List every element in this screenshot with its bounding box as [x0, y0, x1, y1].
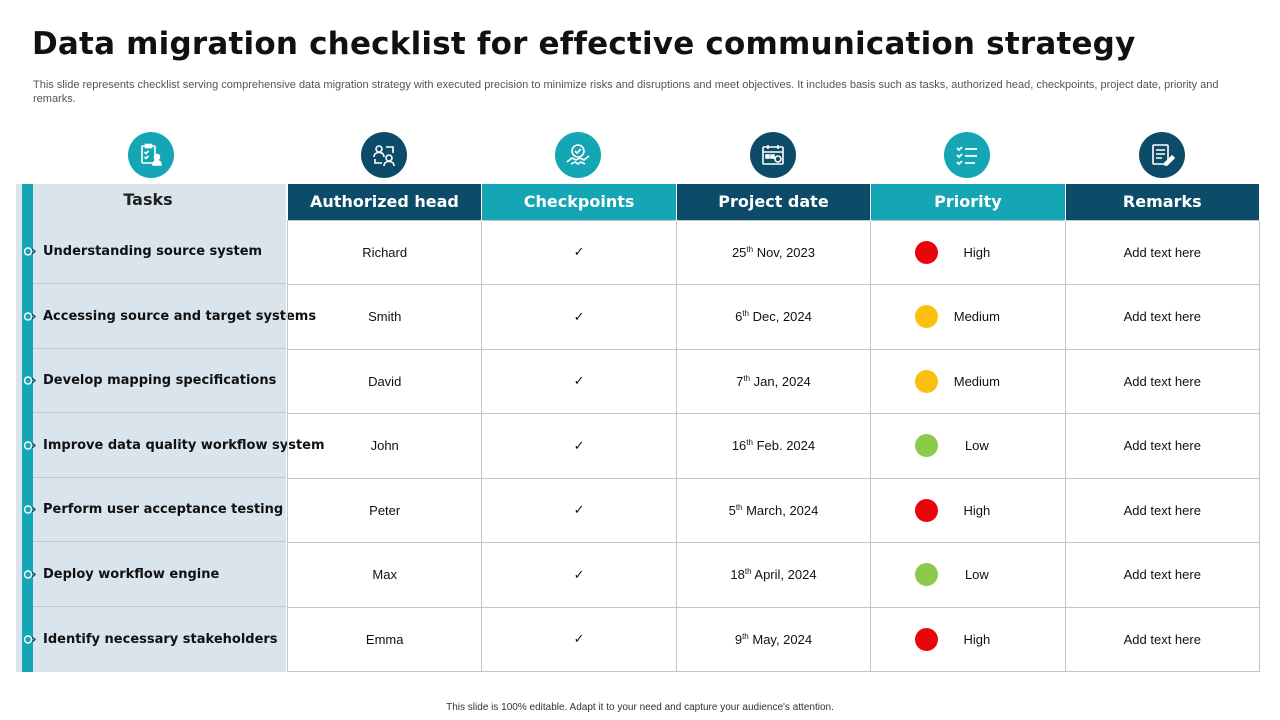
arrow-marker-icon — [23, 374, 36, 387]
column-header-authorized-head: Authorized head — [287, 184, 483, 220]
remarks-cell[interactable]: Add text here — [1064, 413, 1261, 479]
page-subtitle: This slide represents checklist serving … — [33, 79, 1219, 105]
authorized-head-cell: Emma — [286, 606, 483, 672]
priority-dot — [915, 434, 939, 458]
arrow-marker-icon — [23, 310, 36, 323]
table-row: Richard ✓ 25th Nov, 2023 High Add text h… — [286, 219, 1261, 285]
priority-cell: High — [870, 219, 1066, 285]
project-date-cell: 25th Nov, 2023 — [675, 219, 872, 285]
project-date-cell: 16th Feb. 2024 — [675, 413, 872, 479]
priority-cell: High — [870, 477, 1066, 543]
table-row: John ✓ 16th Feb. 2024 Low Add text here — [286, 413, 1261, 479]
table-row: Emma ✓ 9th May, 2024 High Add text here — [286, 606, 1261, 672]
checkmark-icon: ✓ — [481, 413, 677, 479]
task-row: Deploy workflow engine — [23, 543, 286, 607]
priority-cell: Low — [870, 413, 1066, 479]
footer-note: This slide is 100% editable. Adapt it to… — [446, 702, 834, 713]
priority-cell: Medium — [870, 284, 1066, 350]
priority-dot — [915, 369, 939, 393]
remarks-cell[interactable]: Add text here — [1064, 542, 1261, 608]
authorized-head-cell: Smith — [286, 284, 483, 350]
priority-dot — [915, 563, 939, 587]
remarks-cell[interactable]: Add text here — [1064, 348, 1261, 414]
arrow-marker-icon — [23, 503, 36, 516]
column-header-priority: Priority — [870, 184, 1066, 220]
column-header-checkpoints: Checkpoints — [481, 184, 677, 220]
priority-cell: High — [870, 606, 1066, 672]
priority-dot — [915, 305, 939, 329]
task-label: Understanding source system — [43, 244, 263, 259]
priority-label: Medium — [953, 309, 1000, 325]
priority-label: Low — [964, 567, 989, 583]
arrow-marker-icon — [23, 568, 36, 581]
project-date-cell: 9th May, 2024 — [675, 606, 872, 672]
table-row: Smith ✓ 6th Dec, 2024 Medium Add text he… — [286, 284, 1261, 350]
page-title: Data migration checklist for effective c… — [32, 26, 1136, 62]
authorized-head-cell: John — [286, 413, 483, 479]
clipboard-user-icon — [128, 132, 174, 178]
task-row: Perform user acceptance testing — [23, 478, 286, 542]
priority-dot — [915, 627, 939, 651]
tasks-accent-bar — [22, 184, 33, 672]
checkmark-icon: ✓ — [481, 284, 677, 350]
priority-label: Low — [964, 438, 989, 454]
priority-cell: Medium — [870, 348, 1066, 414]
authorized-head-cell: Richard — [286, 219, 483, 285]
checkmark-icon: ✓ — [481, 542, 677, 608]
task-row: Understanding source system — [23, 220, 286, 284]
authorized-head-cell: Max — [286, 542, 483, 608]
task-row: Accessing source and target systems — [23, 285, 316, 349]
priority-dot — [915, 498, 939, 522]
task-label: Develop mapping specifications — [43, 373, 277, 388]
priority-label: High — [963, 244, 991, 260]
people-network-icon — [361, 132, 407, 178]
checkmark-icon: ✓ — [481, 606, 677, 672]
task-row: Improve data quality workflow system — [23, 414, 325, 478]
priority-label: High — [963, 631, 991, 647]
tasks-panel — [16, 184, 286, 672]
handshake-check-icon — [555, 132, 601, 178]
task-label: Deploy workflow engine — [43, 567, 220, 582]
task-row: Develop mapping specifications — [23, 349, 286, 413]
arrow-marker-icon — [23, 439, 36, 452]
column-header-remarks: Remarks — [1065, 184, 1261, 220]
column-header-project-date: Project date — [676, 184, 872, 220]
project-date-cell: 5th March, 2024 — [675, 477, 872, 543]
checkmark-icon: ✓ — [481, 477, 677, 543]
calendar-icon — [750, 132, 796, 178]
checkmark-icon: ✓ — [481, 348, 677, 414]
task-label: Improve data quality workflow system — [43, 438, 325, 453]
project-date-cell: 18th April, 2024 — [675, 542, 872, 608]
tasks-header: Tasks — [123, 190, 173, 209]
remarks-cell[interactable]: Add text here — [1064, 284, 1261, 350]
priority-dot — [915, 240, 939, 264]
authorized-head-cell: David — [286, 348, 483, 414]
table-header-row: Authorized head Checkpoints Project date… — [287, 184, 1261, 220]
remarks-cell[interactable]: Add text here — [1064, 606, 1261, 672]
task-label: Accessing source and target systems — [43, 309, 317, 324]
priority-label: High — [963, 502, 991, 518]
checkmark-icon: ✓ — [481, 219, 677, 285]
task-label: Perform user acceptance testing — [43, 502, 284, 517]
task-row: Identify necessary stakeholders — [23, 607, 286, 671]
document-edit-icon — [1139, 132, 1185, 178]
priority-label: Medium — [953, 373, 1000, 389]
priority-cell: Low — [870, 542, 1066, 608]
table-row: Peter ✓ 5th March, 2024 High Add text he… — [286, 477, 1261, 543]
remarks-cell[interactable]: Add text here — [1064, 219, 1261, 285]
arrow-marker-icon — [23, 245, 36, 258]
task-label: Identify necessary stakeholders — [43, 631, 278, 647]
table-row: Max ✓ 18th April, 2024 Low Add text here — [286, 542, 1261, 608]
checklist-icon — [944, 132, 990, 178]
project-date-cell: 7th Jan, 2024 — [675, 348, 872, 414]
table-row: David ✓ 7th Jan, 2024 Medium Add text he… — [286, 348, 1261, 414]
project-date-cell: 6th Dec, 2024 — [675, 284, 872, 350]
authorized-head-cell: Peter — [286, 477, 483, 543]
remarks-cell[interactable]: Add text here — [1064, 477, 1261, 543]
checklist-table: Authorized head Checkpoints Project date… — [286, 184, 1261, 672]
arrow-marker-icon — [23, 633, 36, 646]
